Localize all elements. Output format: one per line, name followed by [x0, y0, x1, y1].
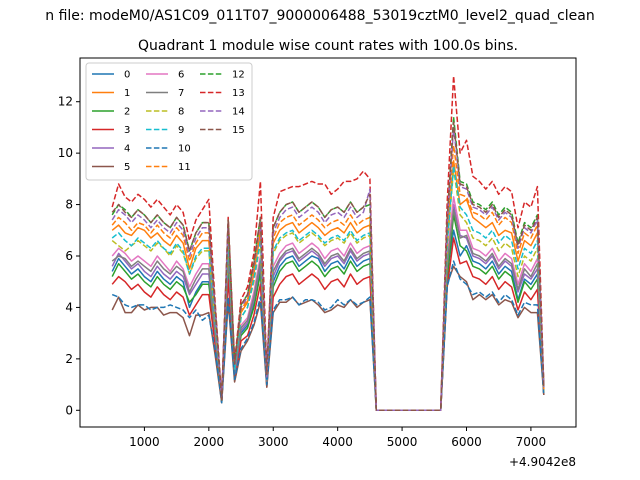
- series-line-1: [111, 160, 545, 412]
- legend-frame: [85, 62, 253, 181]
- x-tick-label: 4000: [322, 435, 353, 449]
- series-line-13: [111, 75, 545, 412]
- y-axis: 0 2 4 6 8 10 12: [58, 95, 80, 417]
- legend-label-9: 9: [178, 125, 184, 136]
- x-tick-label: 6000: [451, 435, 482, 449]
- x-tick-label: 7000: [516, 435, 547, 449]
- legend-label-15: 15: [232, 125, 245, 136]
- y-tick-label: 4: [65, 300, 73, 314]
- series-line-15: [111, 121, 545, 412]
- x-tick-label: 5000: [387, 435, 418, 449]
- y-tick-label: 8: [65, 198, 73, 212]
- figure-suptitle: n file: modeM0/AS1C09_011T07_9000006488_…: [45, 8, 594, 24]
- series-line-0: [111, 229, 545, 412]
- series-line-8: [111, 167, 545, 412]
- series-line-6: [111, 196, 545, 412]
- legend-label-0: 0: [124, 70, 130, 81]
- legend-label-2: 2: [124, 107, 130, 118]
- legend-label-7: 7: [178, 88, 184, 99]
- series-line-10: [111, 260, 545, 412]
- y-tick-label: 0: [65, 403, 73, 417]
- series-line-11: [111, 144, 545, 412]
- series-line-2: [111, 214, 545, 412]
- legend-label-11: 11: [178, 162, 191, 173]
- x-tick-label: 1000: [129, 435, 160, 449]
- legend-label-1: 1: [124, 88, 130, 99]
- legend-label-5: 5: [124, 162, 130, 173]
- legend-label-4: 4: [124, 144, 130, 155]
- series-line-5: [111, 265, 545, 412]
- series-line-4: [111, 203, 545, 412]
- y-tick-label: 10: [58, 146, 73, 160]
- y-tick-label: 6: [65, 249, 73, 263]
- legend-label-10: 10: [178, 144, 191, 155]
- legend-label-12: 12: [232, 70, 245, 81]
- x-offset-label: +4.9042e8: [509, 455, 576, 469]
- y-tick-label: 2: [65, 352, 73, 366]
- x-tick-label: 2000: [194, 435, 225, 449]
- series-line-7: [111, 208, 545, 412]
- series-line-3: [111, 237, 545, 412]
- y-tick-label: 12: [58, 95, 73, 109]
- series-line-9: [111, 165, 545, 412]
- plot-frame: [79, 57, 577, 428]
- series-line-14: [111, 126, 545, 412]
- x-tick-label: 3000: [258, 435, 289, 449]
- chart-title: Quadrant 1 module wise count rates with …: [138, 38, 518, 54]
- legend-label-14: 14: [232, 107, 245, 118]
- x-axis: 1000 2000 3000 4000 5000 6000 7000: [129, 427, 546, 449]
- legend-label-3: 3: [124, 125, 130, 136]
- legend-label-13: 13: [232, 88, 245, 99]
- legend-label-6: 6: [178, 70, 184, 81]
- legend-label-8: 8: [178, 107, 184, 118]
- plot-lines: [111, 75, 545, 412]
